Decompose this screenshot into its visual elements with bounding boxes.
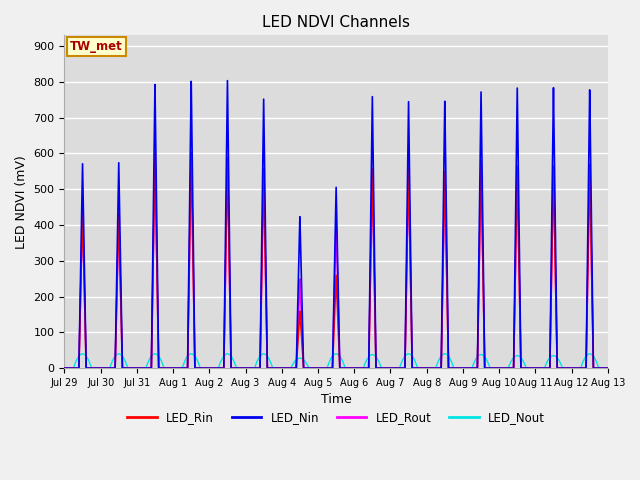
Text: TW_met: TW_met — [70, 40, 123, 53]
X-axis label: Time: Time — [321, 394, 351, 407]
Legend: LED_Rin, LED_Nin, LED_Rout, LED_Nout: LED_Rin, LED_Nin, LED_Rout, LED_Nout — [122, 407, 550, 429]
Title: LED NDVI Channels: LED NDVI Channels — [262, 15, 410, 30]
Y-axis label: LED NDVI (mV): LED NDVI (mV) — [15, 155, 28, 249]
